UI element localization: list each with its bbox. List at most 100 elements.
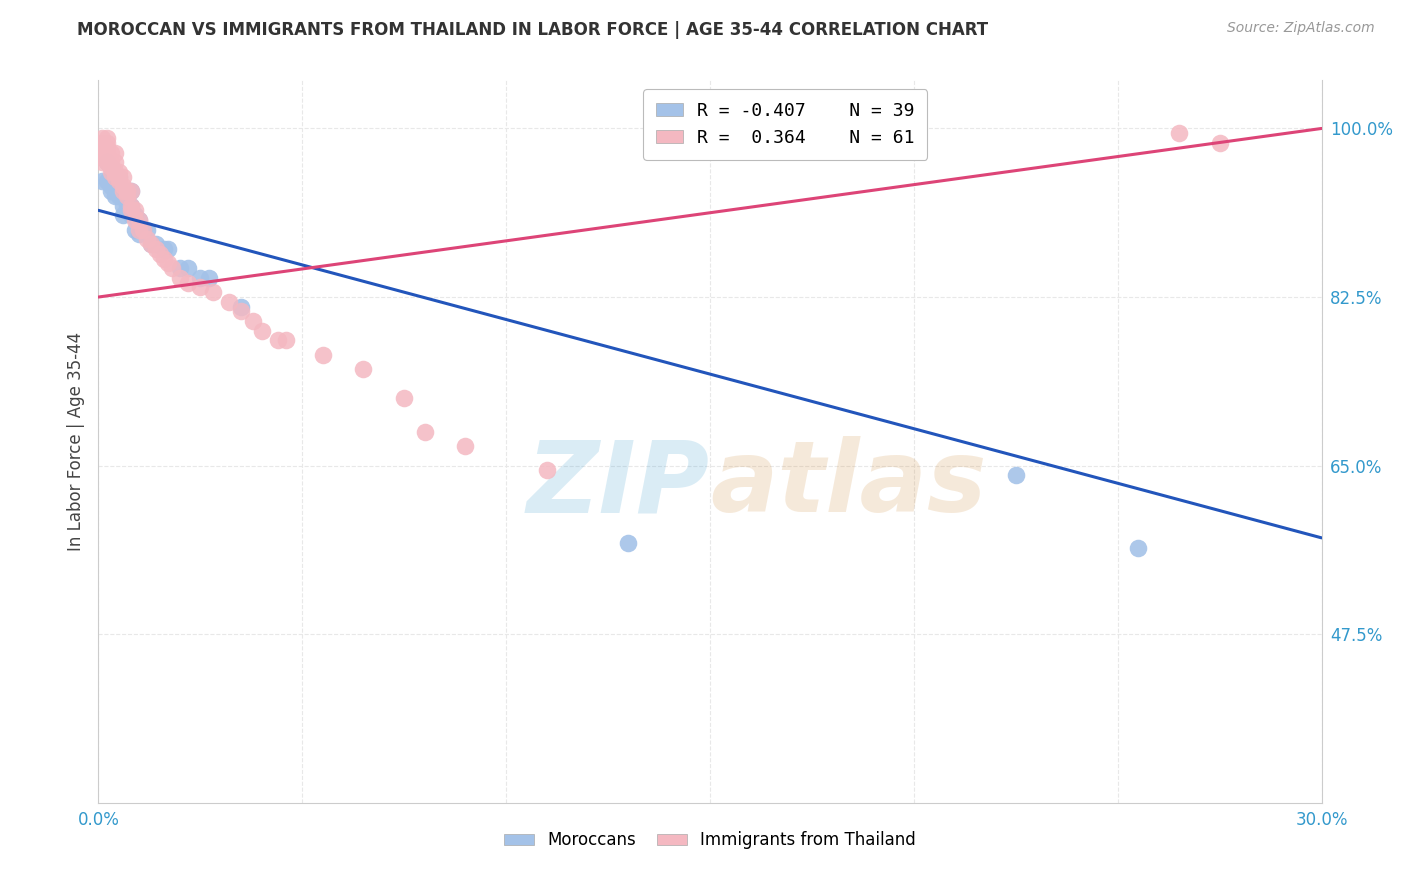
- Point: [120, 198, 142, 212]
- Point: [108, 174, 131, 188]
- Point: [136, 232, 159, 246]
- Point: [91, 136, 114, 150]
- Point: [104, 145, 127, 160]
- Point: [111, 169, 134, 184]
- Point: [100, 179, 122, 194]
- Point: [108, 165, 131, 179]
- Point: [352, 362, 374, 376]
- Point: [96, 136, 118, 150]
- Point: [108, 189, 131, 203]
- Point: [231, 300, 253, 314]
- Point: [267, 334, 290, 348]
- Point: [96, 155, 118, 169]
- Point: [617, 535, 640, 549]
- Point: [218, 294, 240, 309]
- Point: [120, 184, 142, 198]
- Point: [177, 261, 200, 276]
- Point: [115, 184, 138, 198]
- Point: [91, 174, 114, 188]
- Point: [120, 208, 142, 222]
- Point: [242, 314, 264, 328]
- Point: [120, 198, 142, 212]
- Point: [115, 189, 138, 203]
- Point: [156, 256, 179, 270]
- Point: [152, 242, 174, 256]
- Point: [120, 184, 142, 198]
- Point: [96, 141, 118, 155]
- Text: MOROCCAN VS IMMIGRANTS FROM THAILAND IN LABOR FORCE | AGE 35-44 CORRELATION CHAR: MOROCCAN VS IMMIGRANTS FROM THAILAND IN …: [77, 21, 988, 39]
- Point: [145, 242, 167, 256]
- Point: [1004, 468, 1026, 483]
- Point: [111, 208, 134, 222]
- Point: [120, 203, 142, 218]
- Point: [91, 150, 114, 164]
- Point: [100, 184, 122, 198]
- Point: [111, 189, 134, 203]
- Point: [128, 213, 150, 227]
- Point: [197, 270, 219, 285]
- Text: ZIP: ZIP: [527, 436, 710, 533]
- Point: [1209, 136, 1232, 150]
- Point: [250, 324, 273, 338]
- Point: [115, 189, 138, 203]
- Point: [111, 198, 134, 212]
- Point: [454, 439, 477, 453]
- Y-axis label: In Labor Force | Age 35-44: In Labor Force | Age 35-44: [66, 332, 84, 551]
- Point: [1128, 541, 1150, 555]
- Point: [100, 160, 122, 174]
- Point: [274, 334, 297, 348]
- Point: [128, 222, 150, 236]
- Point: [100, 145, 122, 160]
- Point: [152, 252, 174, 266]
- Point: [104, 155, 127, 169]
- Point: [124, 213, 146, 227]
- Point: [169, 261, 191, 276]
- Point: [160, 261, 183, 276]
- Text: atlas: atlas: [710, 436, 987, 533]
- Point: [111, 184, 134, 198]
- Point: [132, 222, 155, 236]
- Point: [1167, 126, 1189, 140]
- Point: [141, 237, 163, 252]
- Point: [169, 270, 191, 285]
- Point: [312, 348, 335, 362]
- Point: [100, 165, 122, 179]
- Point: [91, 155, 114, 169]
- Point: [188, 280, 212, 294]
- Point: [145, 237, 167, 252]
- Point: [100, 160, 122, 174]
- Point: [141, 237, 163, 252]
- Point: [128, 227, 150, 242]
- Point: [104, 169, 127, 184]
- Point: [231, 304, 253, 318]
- Point: [96, 155, 118, 169]
- Point: [96, 145, 118, 160]
- Point: [115, 198, 138, 212]
- Point: [124, 222, 146, 236]
- Point: [108, 169, 131, 184]
- Point: [124, 203, 146, 218]
- Point: [104, 165, 127, 179]
- Point: [104, 174, 127, 188]
- Point: [536, 463, 558, 477]
- Point: [132, 222, 155, 236]
- Point: [111, 184, 134, 198]
- Point: [188, 270, 212, 285]
- Point: [201, 285, 224, 300]
- Point: [149, 246, 172, 260]
- Point: [124, 208, 146, 222]
- Point: [96, 131, 118, 145]
- Point: [100, 155, 122, 169]
- Point: [91, 145, 114, 160]
- Legend: Moroccans, Immigrants from Thailand: Moroccans, Immigrants from Thailand: [498, 824, 922, 856]
- Point: [108, 169, 131, 184]
- Point: [128, 213, 150, 227]
- Point: [104, 184, 127, 198]
- Point: [91, 131, 114, 145]
- Point: [96, 150, 118, 164]
- Point: [91, 141, 114, 155]
- Point: [111, 179, 134, 194]
- Point: [104, 189, 127, 203]
- Point: [156, 242, 179, 256]
- Point: [108, 179, 131, 194]
